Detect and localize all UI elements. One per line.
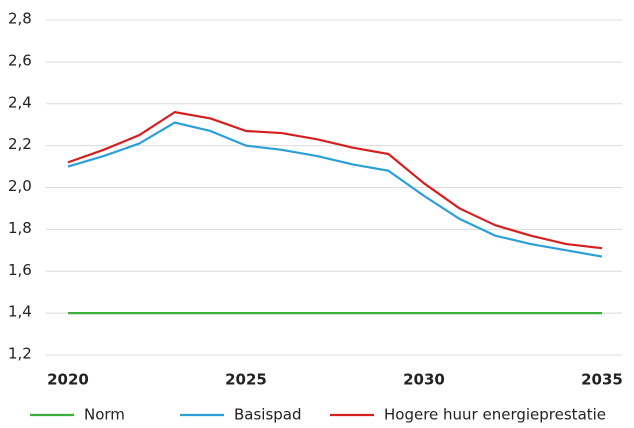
- y-tick-label: 1,4: [8, 303, 32, 321]
- legend-label: Hogere huur energieprestatie: [384, 406, 606, 424]
- series-line: [67, 111, 603, 250]
- y-tick-label: 1,8: [8, 219, 32, 237]
- y-tick-label: 2,8: [8, 10, 32, 28]
- y-tick-label: 1,2: [8, 345, 32, 363]
- series-line: [67, 121, 603, 258]
- x-tick-label: 2035: [581, 371, 623, 389]
- x-tick-label: 2030: [403, 371, 445, 389]
- x-tick-label: 2025: [225, 371, 267, 389]
- x-tick-label: 2020: [47, 371, 89, 389]
- y-tick-label: 2,6: [8, 51, 32, 69]
- y-tick-label: 2,0: [8, 177, 32, 195]
- legend-label: Basispad: [234, 406, 302, 424]
- y-tick-label: 1,6: [8, 261, 32, 279]
- y-tick-label: 2,2: [8, 135, 32, 153]
- legend-label: Norm: [84, 406, 125, 424]
- y-tick-label: 2,4: [8, 93, 32, 111]
